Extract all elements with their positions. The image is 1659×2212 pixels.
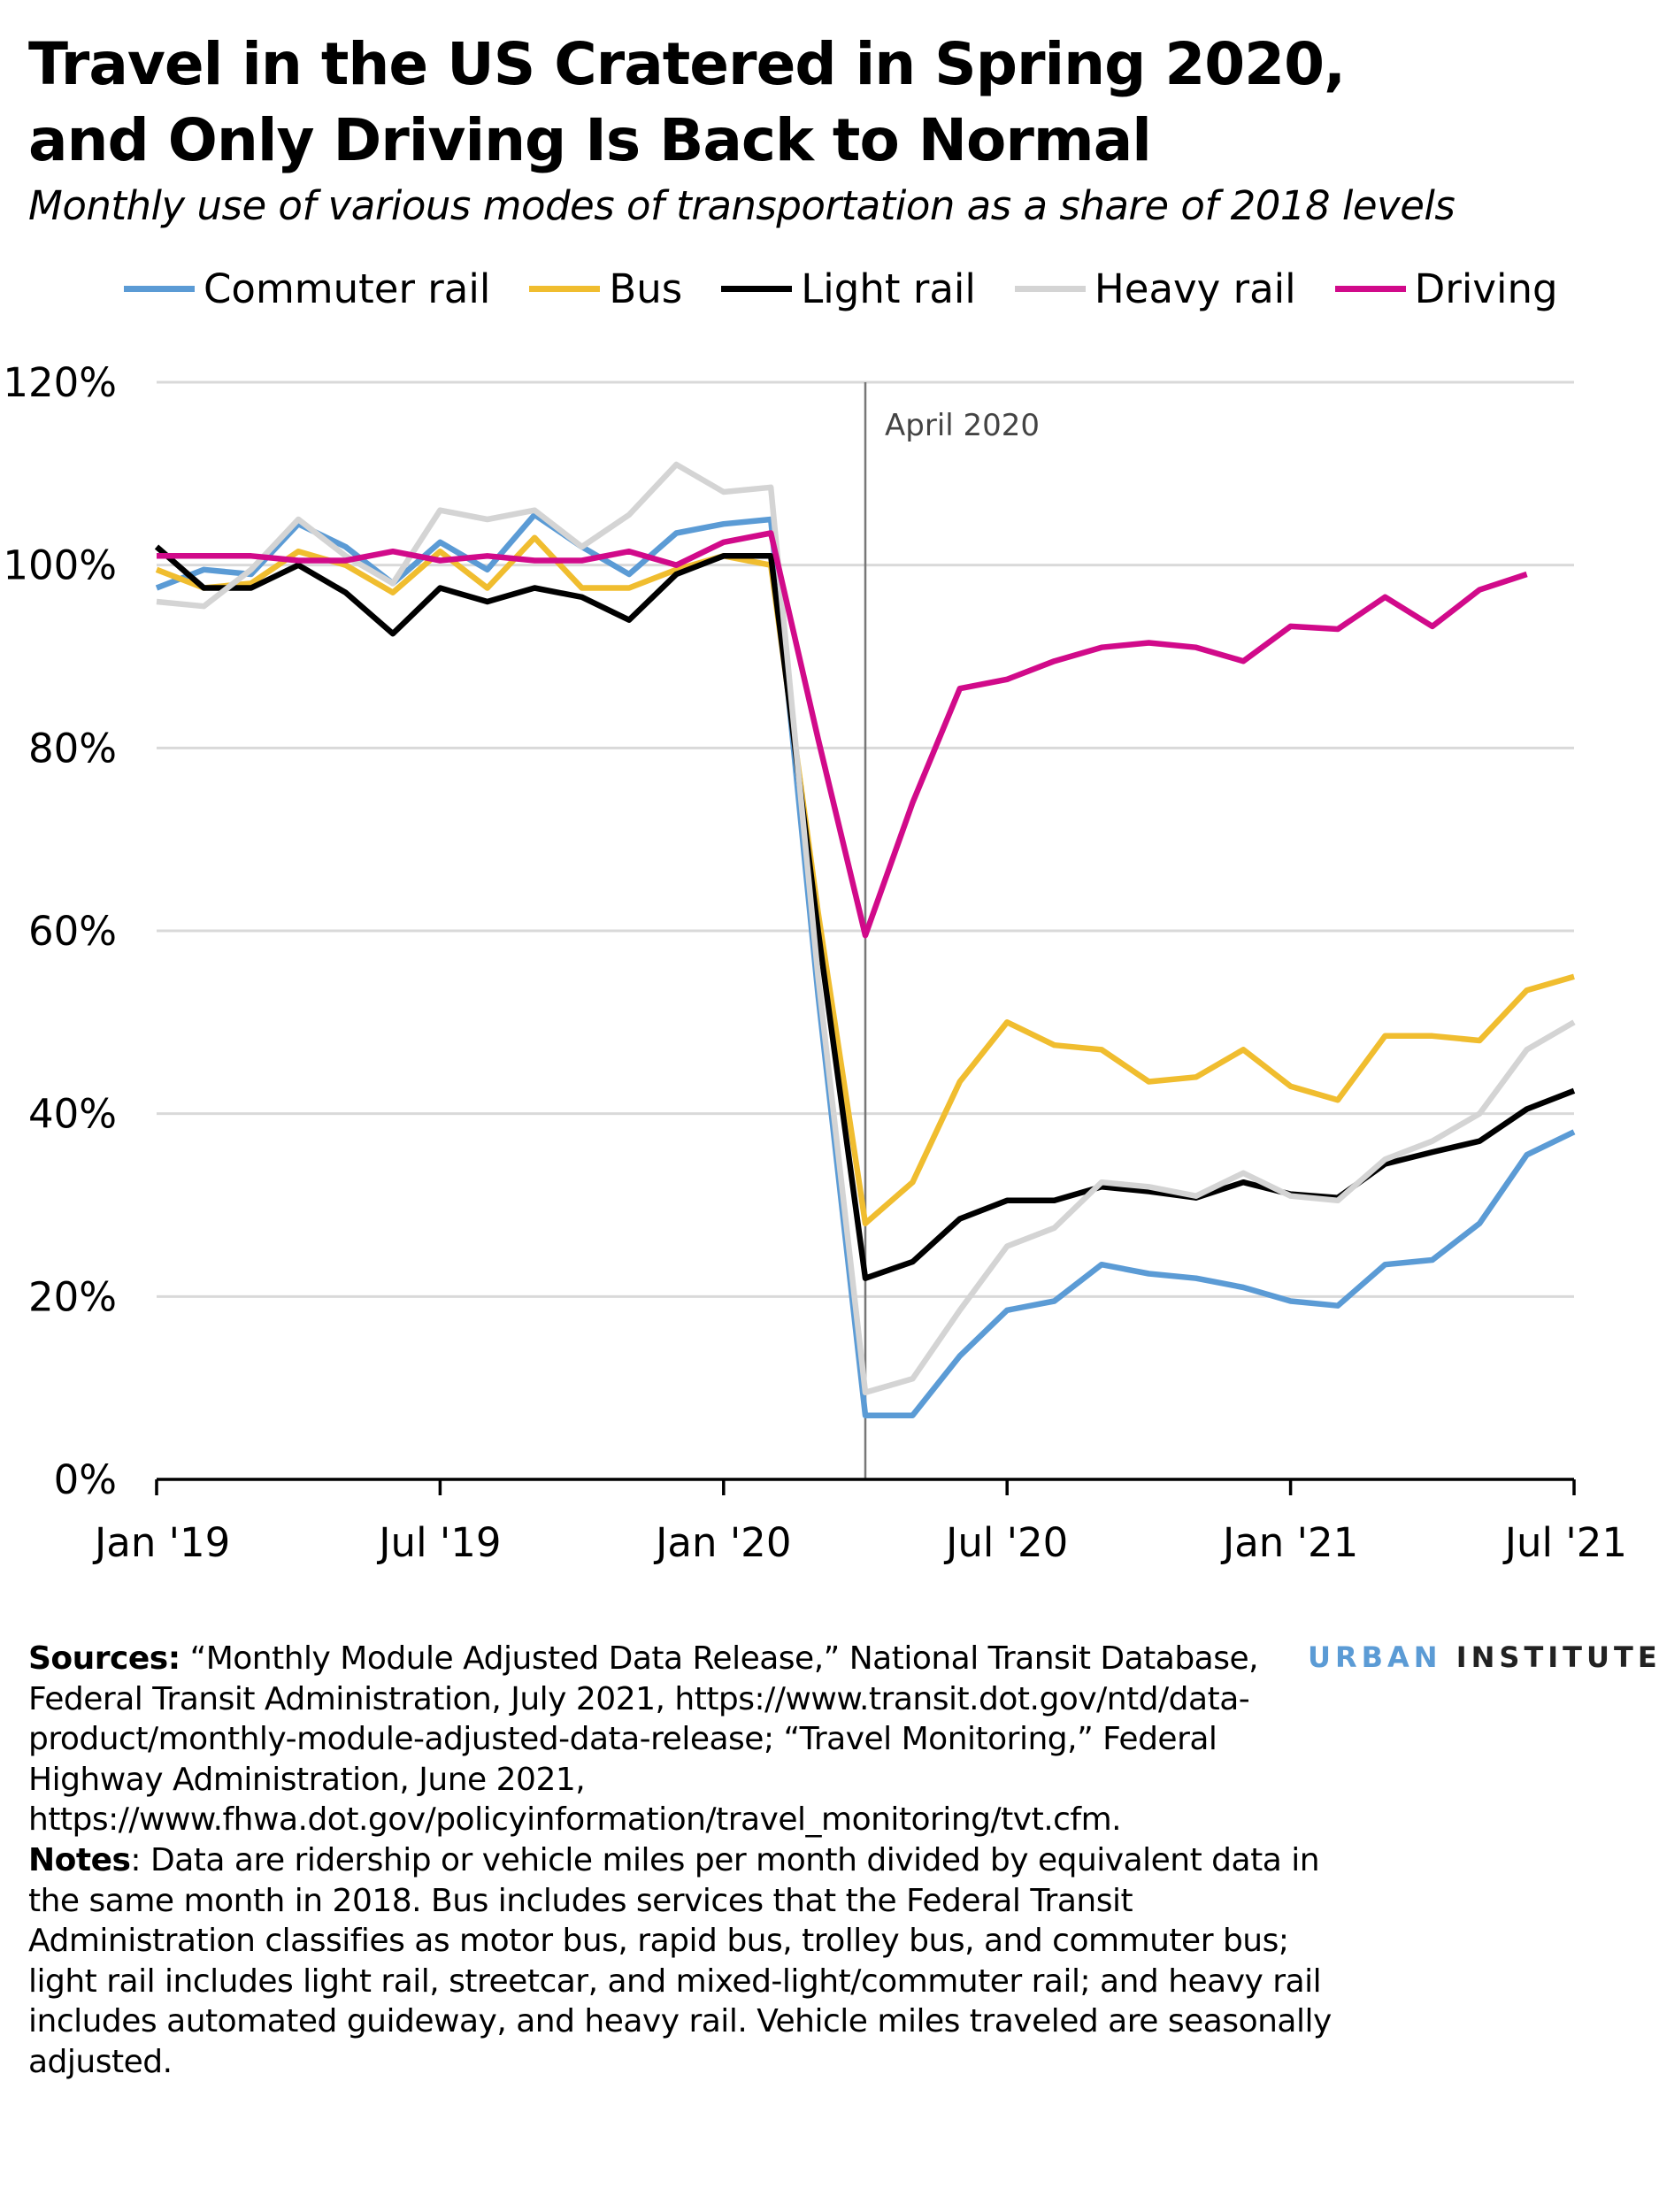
chart-title: Travel in the US Cratered in Spring 2020… (28, 30, 1346, 174)
legend-item: Light rail (721, 265, 976, 312)
y-tick-label: 0% (54, 1456, 117, 1503)
legend-label: Commuter rail (204, 265, 491, 312)
series-line (157, 530, 1528, 939)
x-tick-label: Jul '19 (376, 1519, 501, 1566)
legend-swatch (124, 286, 195, 292)
legend-item: Heavy rail (1014, 265, 1296, 312)
x-tick-label: Jan '20 (653, 1519, 791, 1566)
legend-label: Light rail (801, 265, 976, 312)
legend-swatch (1334, 286, 1406, 292)
chart-subtitle: Monthly use of various modes of transpor… (28, 182, 1455, 229)
notes-label: Notes (28, 1841, 131, 1878)
legend-item: Driving (1334, 265, 1558, 312)
notes: Notes: Data are ridership or vehicle mil… (28, 1840, 1356, 2083)
y-tick-label: 80% (28, 725, 117, 772)
legend-label: Bus (609, 265, 683, 312)
sources-text: “Monthly Module Adjusted Data Release,” … (28, 1640, 1259, 1839)
logo: URBAN INSTITUTE (1308, 1640, 1659, 1674)
y-tick-label: 40% (28, 1091, 117, 1138)
x-tick-label: Jul '20 (943, 1519, 1068, 1566)
legend-item: Bus (529, 265, 682, 312)
y-tick-label: 60% (28, 908, 117, 955)
legend-swatch (721, 286, 793, 292)
x-tick-label: Jul '21 (1502, 1519, 1627, 1566)
y-tick-label: 100% (3, 542, 117, 589)
legend-label: Driving (1414, 265, 1558, 312)
footer: Sources: “Monthly Module Adjusted Data R… (28, 1639, 1356, 2083)
logo-urban: URBAN (1308, 1640, 1442, 1674)
sources-label: Sources: (28, 1640, 180, 1677)
y-tick-label: 20% (28, 1273, 117, 1320)
sources: Sources: “Monthly Module Adjusted Data R… (28, 1639, 1356, 1840)
legend-item: Commuter rail (124, 265, 490, 312)
x-tick-label: Jan '19 (92, 1519, 230, 1566)
y-tick-label: 120% (3, 359, 117, 406)
legend-swatch (529, 286, 601, 292)
x-tick-label: Jan '21 (1220, 1519, 1358, 1566)
chart: 0% 20% 40% 60% 80% 100% 120% April 2020 Jan '19 J… (3, 359, 1627, 1566)
logo-institute: INSTITUTE (1455, 1640, 1659, 1674)
legend: Commuter rail Bus Light rail Heavy rail Driv… (124, 265, 1558, 312)
series-line (156, 461, 1576, 1396)
legend-label: Heavy rail (1094, 265, 1296, 312)
notes-text: : Data are ridership or vehicle miles pe… (28, 1841, 1332, 2080)
annotation-label: April 2020 (885, 408, 1040, 443)
legend-swatch (1014, 286, 1086, 292)
series-line (155, 534, 1575, 1226)
